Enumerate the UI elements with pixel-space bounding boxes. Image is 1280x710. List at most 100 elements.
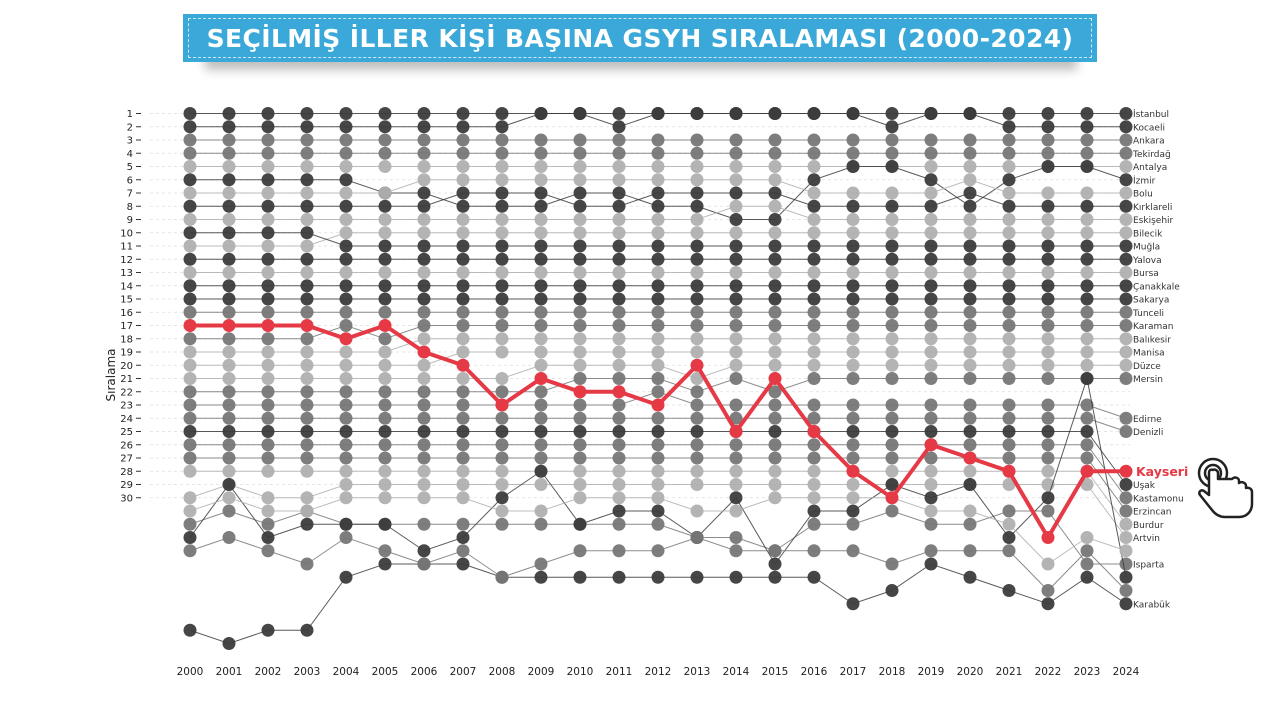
- series-point: [651, 372, 665, 385]
- series-point: [573, 319, 587, 332]
- series-point: [1080, 570, 1094, 584]
- series-point: [339, 425, 353, 438]
- series-point: [1002, 319, 1016, 332]
- series-point: [885, 213, 899, 226]
- series-point: [534, 464, 548, 478]
- series-point: [1080, 186, 1094, 200]
- series-point: [612, 345, 626, 359]
- series-point: [963, 252, 977, 266]
- series-point: [339, 451, 353, 465]
- series-point: [534, 425, 548, 438]
- series-point: [573, 239, 587, 253]
- series-point: [495, 425, 509, 438]
- series-point: [261, 491, 275, 505]
- series-point: [183, 425, 197, 438]
- series-point: [690, 345, 704, 359]
- hand-pointer-icon[interactable]: [1193, 455, 1263, 525]
- series-point: [417, 372, 431, 385]
- x-tick-label: 2015: [762, 666, 789, 678]
- series-point: [729, 199, 743, 213]
- highlight-point: [729, 425, 743, 438]
- series-point: [495, 279, 509, 293]
- series-point: [456, 199, 470, 213]
- series-point: [1041, 358, 1055, 372]
- series-point: [924, 226, 938, 240]
- series-point: [456, 173, 470, 187]
- series-point: [924, 557, 938, 571]
- series-point: [300, 279, 314, 293]
- series-point: [612, 305, 626, 319]
- series-point: [183, 438, 197, 452]
- series-point: [222, 239, 236, 253]
- series-point: [495, 292, 509, 306]
- series-point: [183, 213, 197, 226]
- series-point: [300, 107, 314, 120]
- series-point: [300, 425, 314, 438]
- series-point: [1041, 464, 1055, 478]
- series-point: [495, 504, 509, 518]
- series-point: [456, 557, 470, 571]
- series-point: [339, 385, 353, 399]
- series-point: [339, 226, 353, 240]
- y-tick-label: 17: [120, 321, 133, 332]
- y-tick-label: 12: [120, 255, 133, 266]
- series-point: [768, 146, 782, 160]
- x-tick-label: 2016: [801, 666, 828, 678]
- series-point: [1119, 199, 1133, 213]
- series-point: [846, 517, 860, 531]
- series-point: [1080, 557, 1094, 571]
- series-point: [807, 292, 821, 306]
- series-point: [378, 146, 392, 160]
- series-point: [885, 438, 899, 452]
- series-point: [1041, 451, 1055, 465]
- series-point: [534, 305, 548, 319]
- series-point: [534, 570, 548, 584]
- series-point: [378, 438, 392, 452]
- series-point: [378, 398, 392, 412]
- series-point: [924, 544, 938, 558]
- series-end-label: Eskişehir: [1133, 216, 1174, 226]
- series-point: [261, 199, 275, 213]
- series-point: [300, 133, 314, 147]
- series-point: [612, 239, 626, 253]
- series-end-label: Bilecik: [1133, 229, 1163, 239]
- series-point: [846, 425, 860, 438]
- series-point: [1080, 332, 1094, 346]
- series-point: [222, 358, 236, 372]
- series-point: [339, 570, 353, 584]
- series-point: [222, 160, 236, 173]
- series-point: [846, 239, 860, 253]
- series-point: [651, 239, 665, 253]
- series-point: [885, 252, 899, 266]
- series-point: [924, 186, 938, 200]
- series-point: [885, 398, 899, 412]
- series-point: [1080, 398, 1094, 412]
- series-point: [222, 186, 236, 200]
- series-point: [846, 504, 860, 518]
- series-point: [456, 531, 470, 544]
- series-point: [612, 372, 626, 385]
- series-point: [300, 239, 314, 253]
- series-point: [729, 266, 743, 279]
- series-point: [495, 372, 509, 385]
- series-point: [1080, 252, 1094, 266]
- series-point: [456, 266, 470, 279]
- series-point: [456, 279, 470, 293]
- series-point: [1119, 584, 1133, 597]
- series-point: [1119, 292, 1133, 306]
- series-point: [183, 504, 197, 518]
- series-point: [924, 491, 938, 505]
- series-point: [261, 425, 275, 438]
- series-point: [300, 186, 314, 200]
- highlight-point: [378, 319, 392, 332]
- series-point: [1119, 252, 1133, 266]
- highlight-end-label: Kayseri: [1136, 464, 1188, 479]
- series-point: [651, 438, 665, 452]
- series-point: [456, 305, 470, 319]
- series-point: [300, 491, 314, 505]
- series-point: [729, 186, 743, 200]
- series-point: [222, 478, 236, 491]
- series-point: [612, 133, 626, 147]
- series-point: [1119, 345, 1133, 359]
- series-point: [768, 226, 782, 240]
